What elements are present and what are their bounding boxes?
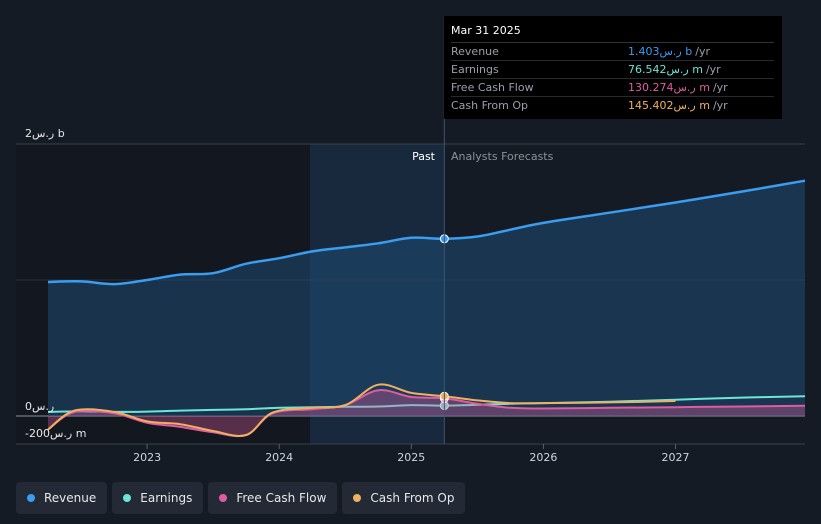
tooltip-label: Revenue — [451, 45, 499, 58]
legend-earnings[interactable]: Earnings — [112, 482, 204, 514]
series-line-cash-from-op — [47, 383, 676, 437]
tooltip-label: Free Cash Flow — [451, 81, 534, 94]
tooltip-row-cfo: Cash From Op 145.402ر.س m /yr — [451, 97, 774, 114]
series-line-free-cash-flow — [47, 389, 806, 438]
tooltip-unit: /yr — [712, 99, 728, 112]
legend-label: Free Cash Flow — [236, 491, 327, 505]
y-label-bottom: -200ر.س m — [25, 427, 86, 440]
x-tick-label: 2023 — [133, 451, 161, 464]
legend-free-cash-flow[interactable]: Free Cash Flow — [208, 482, 338, 514]
tooltip-unit: /yr — [705, 63, 721, 76]
x-tick-label: 2024 — [265, 451, 293, 464]
x-tick-label: 2027 — [662, 451, 690, 464]
tooltip-label: Cash From Op — [451, 99, 529, 112]
legend-revenue[interactable]: Revenue — [16, 482, 108, 514]
forecast-label: Analysts Forecasts — [451, 150, 554, 163]
tooltip-value: 145.402ر.س m — [628, 99, 710, 112]
legend-dot-icon — [353, 494, 362, 502]
tooltip-row-earnings: Earnings 76.542ر.س m /yr — [451, 61, 774, 79]
series-area-revenue — [48, 180, 805, 416]
legend-cash-from-op[interactable]: Cash From Op — [342, 482, 466, 514]
tooltip-unit: /yr — [695, 45, 710, 58]
legend-dot-icon — [219, 494, 228, 502]
tooltip-row-revenue: Revenue 1.403ر.س b /yr — [451, 43, 774, 61]
tooltip-unit: /yr — [712, 81, 728, 94]
legend: Revenue Earnings Free Cash Flow Cash Fro… — [16, 482, 466, 514]
y-label-zero: 0ر.س — [25, 400, 54, 413]
past-label: Past — [412, 150, 436, 163]
legend-label: Revenue — [44, 491, 97, 505]
series-area-free-cash-flow — [48, 390, 805, 437]
x-tick-label: 2025 — [397, 451, 425, 464]
tooltip-row-fcf: Free Cash Flow 130.274ر.س m /yr — [451, 79, 774, 97]
series-line-revenue — [47, 179, 806, 286]
tooltip-label: Earnings — [451, 63, 499, 76]
legend-dot-icon — [27, 494, 35, 502]
legend-label: Earnings — [140, 491, 193, 505]
tooltip-value: 1.403ر.س b — [628, 45, 693, 58]
tooltip-value: 76.542ر.س m — [628, 63, 703, 76]
tooltip: Mar 31 2025 Revenue 1.403ر.س b /yr Earni… — [444, 16, 782, 119]
legend-dot-icon — [123, 494, 132, 502]
y-label-top: 2ر.س b — [25, 127, 65, 140]
tooltip-value: 130.274ر.س m — [628, 81, 710, 94]
x-tick-label: 2026 — [529, 451, 557, 464]
legend-label: Cash From Op — [370, 491, 455, 505]
tooltip-date: Mar 31 2025 — [451, 22, 774, 43]
